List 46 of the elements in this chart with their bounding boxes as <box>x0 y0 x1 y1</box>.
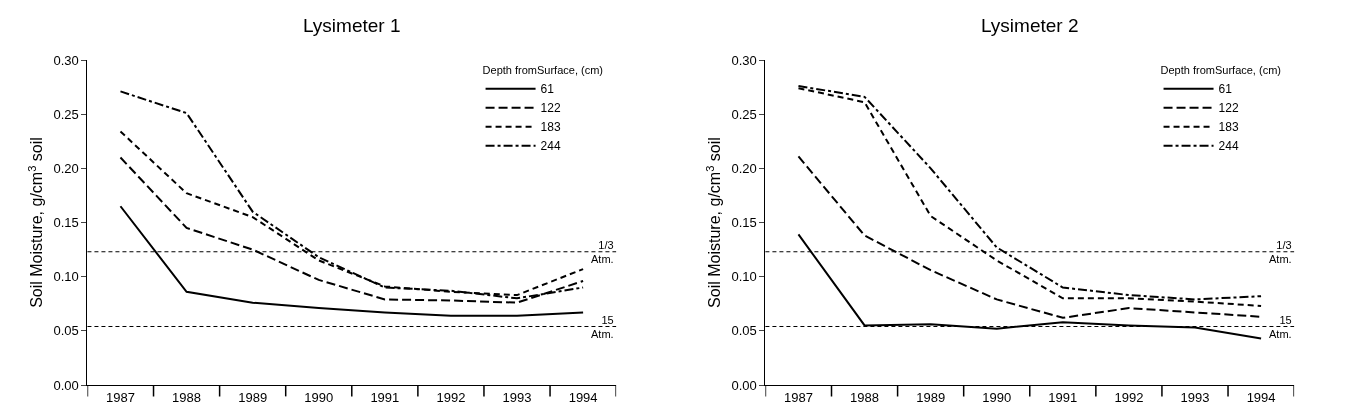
ref-line-label: 1/3 Atm. <box>591 239 614 266</box>
x-tick-label: 1994 <box>1246 389 1276 405</box>
x-tick-label: 1988 <box>172 389 202 405</box>
x-tick-label: 1994 <box>568 389 598 405</box>
y-tick-label: 0.30 <box>53 52 79 68</box>
chart-title: Lysimeter 2 <box>981 15 1079 36</box>
x-tick-label: 1987 <box>784 389 813 405</box>
y-tick-label: 0.05 <box>731 323 757 339</box>
y-tick-label: 0.20 <box>731 160 757 176</box>
legend-label: 244 <box>540 139 561 154</box>
x-tick-label: 1993 <box>502 389 532 405</box>
x-tick-label: 1990 <box>982 389 1012 405</box>
x-tick-label: 1993 <box>1180 389 1210 405</box>
x-tick-label: 1987 <box>106 389 135 405</box>
y-tick-label: 0.25 <box>731 106 757 122</box>
chart-title: Lysimeter 1 <box>303 15 401 36</box>
y-tick-label: 0.05 <box>53 323 79 339</box>
y-tick-label: 0.10 <box>731 269 757 285</box>
ref-line-label: 15 Atm. <box>1269 314 1292 341</box>
legend-title: Depth fromSurface, (cm) <box>1160 64 1281 77</box>
legend-label: 244 <box>1218 139 1239 154</box>
legend-label: 183 <box>540 120 561 135</box>
ref-line-label: 15 Atm. <box>591 314 614 341</box>
x-tick-label: 1992 <box>436 389 466 405</box>
legend-label: 61 <box>540 82 555 97</box>
y-tick-label: 0.15 <box>53 215 79 231</box>
ref-line-label: 1/3 Atm. <box>1269 239 1292 266</box>
legend-label: 61 <box>1218 82 1233 97</box>
x-tick-label: 1990 <box>304 389 334 405</box>
y-tick-label: 0.00 <box>731 377 757 393</box>
x-tick-label: 1992 <box>1114 389 1144 405</box>
x-tick-label: 1989 <box>238 389 268 405</box>
legend-label: 122 <box>540 101 561 116</box>
x-tick-label: 1991 <box>1048 389 1078 405</box>
x-tick-label: 1989 <box>916 389 946 405</box>
y-tick-label: 0.00 <box>53 377 79 393</box>
legend-label: 122 <box>1218 101 1239 116</box>
y-tick-label: 0.20 <box>53 160 79 176</box>
y-tick-label: 0.25 <box>53 106 79 122</box>
y-tick-label: 0.30 <box>731 52 757 68</box>
x-tick-label: 1991 <box>370 389 400 405</box>
y-tick-label: 0.15 <box>731 215 757 231</box>
y-tick-label: 0.10 <box>53 269 79 285</box>
x-tick-label: 1988 <box>850 389 880 405</box>
legend-title: Depth fromSurface, (cm) <box>482 64 603 77</box>
legend-label: 183 <box>1218 120 1239 135</box>
